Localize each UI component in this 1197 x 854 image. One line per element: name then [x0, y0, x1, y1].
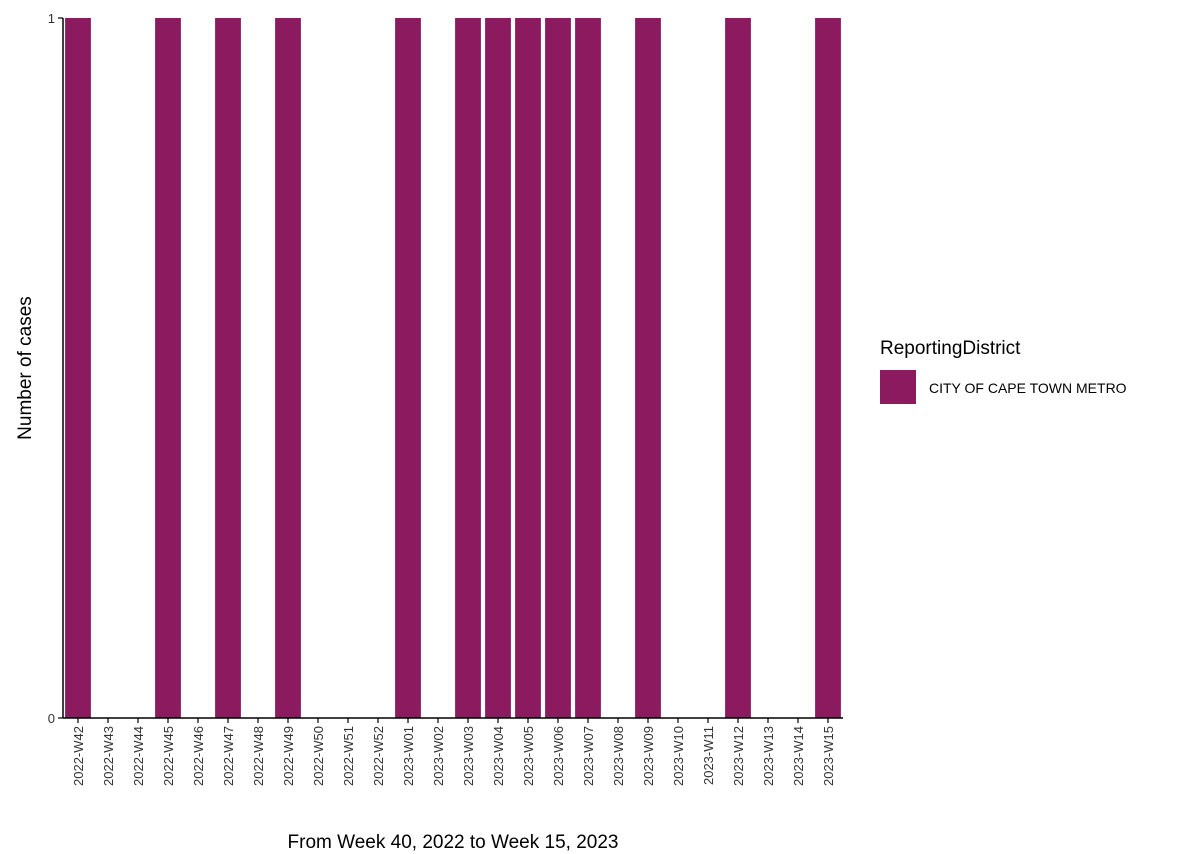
bars-group [65, 18, 841, 718]
x-tick-label: 2023-W13 [761, 726, 776, 786]
y-tick-label: 1 [48, 11, 55, 26]
bar-2023-W06 [545, 18, 571, 718]
bar-2022-W42 [65, 18, 91, 718]
y-ticks-group: 01 [48, 11, 63, 726]
x-tick-label: 2023-W06 [551, 726, 566, 786]
bar-2022-W47 [215, 18, 241, 718]
x-tick-label: 2023-W15 [821, 726, 836, 786]
bar-2023-W09 [635, 18, 661, 718]
x-tick-label: 2023-W05 [521, 726, 536, 786]
x-tick-label: 2023-W12 [731, 726, 746, 786]
x-tick-label: 2023-W02 [431, 726, 446, 786]
x-ticks-group: 2022-W42 2022-W43 2022-W44 2022-W45 2022-W46… [71, 718, 836, 786]
bar-2023-W03 [455, 18, 481, 718]
legend: ReportingDistrict CITY OF CAPE TOWN METR… [880, 338, 1127, 404]
x-tick-label: 2022-W48 [251, 726, 266, 786]
x-tick-label: 2023-W01 [401, 726, 416, 786]
x-tick-label: 2022-W52 [371, 726, 386, 786]
x-tick-label: 2023-W08 [611, 726, 626, 786]
x-tick-label: 2022-W51 [341, 726, 356, 786]
legend-swatch [880, 370, 916, 404]
x-tick-label: 2022-W43 [101, 726, 116, 786]
bar-2023-W12 [725, 18, 751, 718]
x-tick-label: 2023-W11 [701, 726, 716, 785]
bar-2022-W49 [275, 18, 301, 718]
x-tick-label: 2022-W45 [161, 726, 176, 786]
x-tick-label: 2022-W46 [191, 726, 206, 786]
x-axis-title: From Week 40, 2022 to Week 15, 2023 [288, 832, 619, 853]
x-tick-label: 2022-W44 [131, 726, 146, 786]
bar-2023-W01 [395, 18, 421, 718]
x-tick-label: 2023-W10 [671, 726, 686, 786]
y-tick-label: 0 [48, 711, 55, 726]
x-tick-label: 2023-W14 [791, 726, 806, 786]
x-tick-label: 2022-W42 [71, 726, 86, 786]
x-tick-label: 2023-W03 [461, 726, 476, 786]
bar-2023-W04 [485, 18, 511, 718]
bar-2023-W05 [515, 18, 541, 718]
legend-label: CITY OF CAPE TOWN METRO [929, 380, 1127, 396]
x-tick-label: 2022-W50 [311, 726, 326, 786]
x-tick-label: 2023-W07 [581, 726, 596, 786]
x-tick-label: 2023-W04 [491, 726, 506, 786]
x-tick-label: 2022-W49 [281, 726, 296, 786]
y-axis-title: Number of cases [15, 296, 36, 440]
bar-2022-W45 [155, 18, 181, 718]
bar-2023-W07 [575, 18, 601, 718]
legend-title: ReportingDistrict [880, 338, 1021, 359]
x-tick-label: 2023-W09 [641, 726, 656, 786]
bar-2023-W15 [815, 18, 841, 718]
x-tick-label: 2022-W47 [221, 726, 236, 786]
